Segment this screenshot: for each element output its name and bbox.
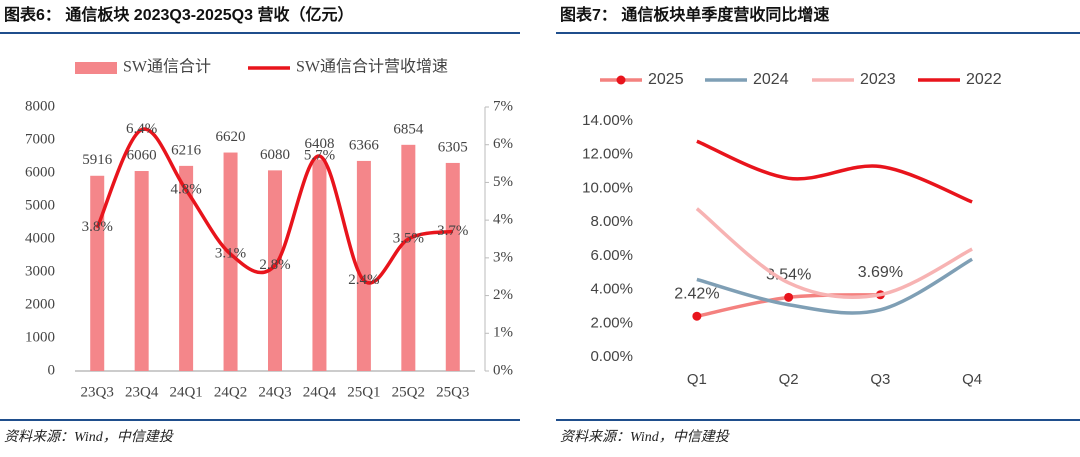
bar-value-label: 6366 — [349, 137, 380, 153]
y-tick-label: 3000 — [25, 263, 55, 279]
y2-tick-label: 0% — [493, 362, 513, 378]
x-tick-label: Q2 — [779, 371, 799, 388]
line-value-label: 2.4% — [348, 272, 379, 288]
line-series — [696, 257, 973, 315]
legend-label: 2023 — [860, 71, 896, 88]
x-tick-label: 25Q3 — [436, 384, 469, 400]
line-value-label: 3.69% — [858, 264, 903, 281]
line-value-label: 3.7% — [437, 223, 468, 239]
x-tick-label: 24Q4 — [303, 384, 337, 400]
bar-value-label: 6620 — [216, 129, 246, 145]
y2-tick-label: 2% — [493, 287, 513, 303]
line-marker — [692, 311, 702, 321]
y2-tick-label: 1% — [493, 325, 513, 341]
y-tick-label: 0.00% — [590, 348, 633, 365]
bar-value-label: 6408 — [304, 136, 334, 152]
y-tick-label: 4000 — [25, 230, 55, 246]
y-tick-label: 10.00% — [582, 179, 633, 196]
line-value-label: 2.42% — [674, 285, 719, 302]
legend-swatch — [75, 62, 117, 74]
line-marker — [784, 292, 794, 302]
y-tick-label: 6000 — [25, 164, 55, 180]
bar-value-label: 6216 — [171, 142, 202, 158]
line-value-label: 3.1% — [215, 246, 246, 262]
bar — [134, 171, 149, 371]
y-tick-label: 2000 — [25, 296, 55, 312]
chart-title: 图表6： 通信板块 2023Q3-2025Q3 营收（亿元） — [4, 5, 353, 24]
y-tick-label: 5000 — [25, 197, 55, 213]
bar-value-label: 6080 — [260, 147, 290, 163]
line-value-label: 3.5% — [393, 230, 424, 246]
y-tick-label: 8.00% — [590, 213, 633, 230]
chart-title: 图表7： 通信板块单季度营收同比增速 — [560, 5, 829, 24]
bar-value-label: 6060 — [127, 147, 157, 163]
y-tick-label: 8000 — [25, 98, 55, 114]
bar — [445, 162, 460, 371]
bar — [268, 170, 282, 371]
bar-value-label: 6854 — [393, 121, 424, 137]
line-value-label: 2.8% — [259, 257, 290, 273]
y-tick-label: 4.00% — [590, 281, 633, 298]
line-value-label: 6.4% — [126, 121, 157, 137]
line-value-label: 3.54% — [766, 267, 811, 284]
x-tick-label: Q4 — [962, 371, 982, 388]
legend-marker — [616, 75, 626, 85]
bar-value-label: 6305 — [438, 139, 468, 155]
y2-tick-label: 6% — [493, 136, 513, 152]
source-note: 资料来源：Wind，中信建投 — [560, 429, 731, 445]
legend-label: 2024 — [753, 71, 789, 88]
x-tick-label: 24Q2 — [214, 384, 247, 400]
y-tick-label: 7000 — [25, 131, 55, 147]
y-tick-label: 2.00% — [590, 314, 633, 331]
legend-label: 2025 — [648, 71, 684, 88]
line-value-label: 5.7% — [304, 147, 335, 163]
y-tick-label: 6.00% — [590, 247, 633, 264]
y-tick-label: 14.00% — [582, 112, 633, 129]
y-tick-label: 0 — [48, 362, 56, 378]
source-note: 资料来源：Wind，中信建投 — [4, 429, 175, 445]
y2-tick-label: 3% — [493, 249, 513, 265]
x-tick-label: 23Q4 — [125, 384, 159, 400]
line-series — [695, 207, 973, 300]
x-tick-label: 25Q2 — [392, 384, 425, 400]
y2-tick-label: 5% — [493, 174, 513, 190]
bar — [356, 160, 371, 371]
bar-value-label: 5916 — [82, 152, 113, 168]
y2-tick-label: 7% — [493, 98, 513, 114]
line-series — [696, 139, 973, 204]
line-value-label: 4.8% — [170, 181, 201, 197]
line-series — [95, 127, 454, 285]
x-tick-label: 24Q1 — [169, 384, 202, 400]
bar — [401, 144, 416, 371]
bar — [312, 159, 327, 371]
line-value-label: 3.8% — [82, 219, 113, 235]
bar — [90, 175, 105, 371]
bar — [179, 165, 194, 371]
x-tick-label: Q1 — [687, 371, 707, 388]
legend-label: SW通信合计营收增速 — [296, 58, 448, 76]
y2-tick-label: 4% — [493, 212, 513, 228]
x-tick-label: 25Q1 — [347, 384, 380, 400]
y-tick-label: 1000 — [25, 329, 55, 345]
legend-label: 2022 — [966, 71, 1002, 88]
legend-label: SW通信合计 — [123, 58, 211, 76]
x-tick-label: 23Q3 — [81, 384, 114, 400]
x-tick-label: 24Q3 — [258, 384, 291, 400]
x-tick-label: Q3 — [870, 371, 890, 388]
y-tick-label: 12.00% — [582, 146, 633, 163]
bar — [223, 152, 238, 371]
